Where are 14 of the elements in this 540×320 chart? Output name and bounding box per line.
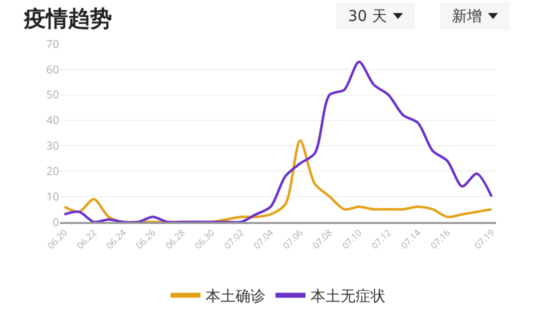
chart-title: 疫情趋势	[24, 6, 112, 34]
y-tick-label: 0	[52, 214, 59, 230]
line-series	[63, 60, 493, 222]
y-tick-label: 50	[46, 88, 59, 103]
y-tick-label: 70	[46, 36, 59, 52]
text: 新增	[452, 6, 482, 26]
y-tick-label: 10	[46, 189, 59, 204]
y-tick-label: 40	[46, 113, 59, 128]
y-tick-label: 20	[46, 164, 59, 179]
legend-label: 本土无症状	[310, 286, 386, 306]
legend-label: 本土确诊	[206, 286, 266, 306]
y-tick-label: 60	[46, 62, 59, 78]
text: 30 天	[348, 6, 387, 26]
y-tick-label: 30	[46, 138, 59, 154]
